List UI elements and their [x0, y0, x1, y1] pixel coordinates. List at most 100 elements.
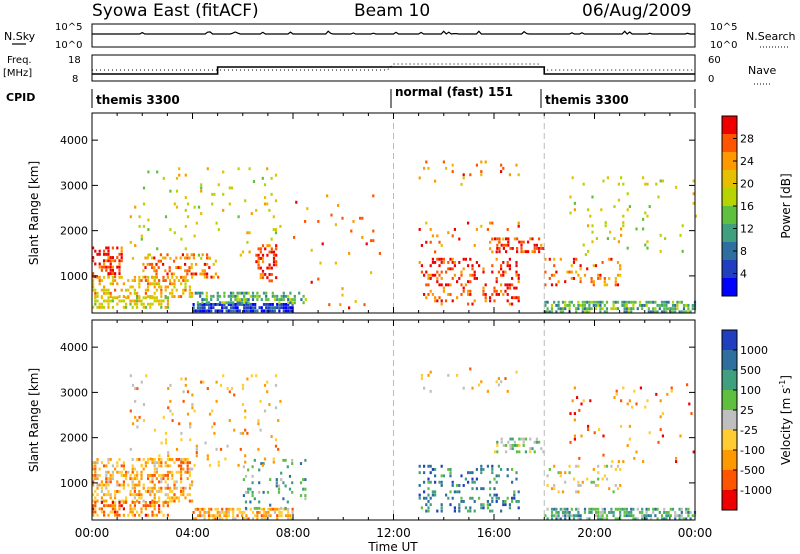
- data-cell: [559, 517, 562, 521]
- data-cell: [244, 474, 248, 478]
- data-cell: [491, 468, 494, 471]
- data-cell: [626, 208, 629, 212]
- data-cell: [136, 387, 139, 390]
- data-cell: [94, 474, 97, 477]
- data-cell: [158, 458, 161, 461]
- data-cell: [151, 513, 154, 517]
- data-cell: [597, 300, 600, 304]
- data-cell: [575, 310, 578, 314]
- data-cell: [186, 470, 189, 474]
- data-cell: [203, 298, 206, 301]
- data-cell: [350, 229, 353, 233]
- data-cell: [96, 252, 99, 256]
- data-cell: [614, 307, 617, 311]
- data-cell: [184, 275, 187, 279]
- data-cell: [559, 507, 562, 511]
- data-cell: [111, 501, 114, 504]
- data-cell: [98, 474, 101, 477]
- data-cell: [682, 304, 686, 307]
- data-cell: [116, 256, 119, 259]
- data-cell: [212, 306, 215, 310]
- colorbar-band: [722, 170, 737, 189]
- data-cell: [256, 514, 259, 518]
- data-cell: [147, 285, 150, 289]
- data-cell: [516, 444, 519, 447]
- data-cell: [155, 296, 158, 300]
- data-cell: [131, 510, 134, 514]
- data-cell: [553, 484, 556, 487]
- data-cell: [246, 231, 249, 235]
- data-cell: [151, 490, 154, 493]
- data-cell: [670, 386, 673, 390]
- data-cell: [434, 468, 437, 471]
- data-cell: [600, 208, 603, 212]
- colorbar-tick-label: 20: [740, 178, 754, 191]
- data-cell: [193, 463, 196, 467]
- data-cell: [630, 310, 633, 314]
- data-cell: [277, 419, 280, 422]
- data-cell: [168, 269, 171, 273]
- data-cell: [506, 261, 509, 264]
- data-cell: [660, 514, 664, 518]
- data-cell: [569, 211, 572, 215]
- data-cell: [489, 221, 492, 225]
- data-cell: [663, 310, 666, 314]
- data-cell: [436, 280, 439, 284]
- data-cell: [425, 160, 428, 164]
- data-cell: [166, 496, 169, 500]
- data-cell: [289, 301, 292, 305]
- cpid-segment-3: themis 3300: [545, 93, 629, 107]
- data-cell: [515, 264, 518, 268]
- data-cell: [438, 257, 441, 261]
- data-cell: [214, 517, 217, 521]
- data-cell: [140, 380, 143, 384]
- data-cell: [578, 456, 581, 460]
- data-cell: [553, 264, 556, 268]
- data-cell: [182, 467, 185, 471]
- data-cell: [280, 294, 283, 298]
- data-cell: [153, 275, 156, 279]
- data-cell: [103, 305, 106, 309]
- data-cell: [617, 182, 620, 186]
- data-cell: [236, 294, 239, 298]
- data-cell: [619, 267, 622, 271]
- data-cell: [588, 310, 591, 314]
- data-cell: [109, 256, 112, 259]
- data-cell: [188, 499, 191, 503]
- data-cell: [478, 496, 481, 500]
- data-cell: [175, 480, 178, 484]
- freq-tick-bottom: 8: [72, 74, 78, 85]
- data-cell: [255, 253, 258, 257]
- data-cell: [257, 422, 260, 426]
- data-cell: [127, 296, 130, 300]
- data-cell: [155, 461, 158, 465]
- data-cell: [140, 510, 143, 514]
- data-cell: [572, 304, 576, 307]
- data-cell: [354, 300, 357, 303]
- data-cell: [500, 273, 503, 277]
- data-cell: [162, 501, 165, 504]
- data-cell: [182, 279, 185, 282]
- data-cell: [237, 215, 240, 219]
- data-cell: [623, 310, 626, 314]
- data-cell: [287, 303, 290, 306]
- data-cell: [370, 239, 373, 243]
- data-cell: [219, 447, 223, 451]
- data-cell: [458, 261, 461, 264]
- data-cell: [613, 396, 616, 399]
- data-cell: [173, 282, 176, 286]
- data-cell: [489, 487, 492, 491]
- data-cell: [149, 480, 152, 484]
- data-cell: [207, 507, 211, 511]
- data-cell: [559, 257, 562, 261]
- data-cell: [191, 467, 194, 471]
- data-cell: [531, 250, 534, 254]
- data-cell: [191, 295, 194, 298]
- data-cell: [100, 305, 103, 309]
- data-cell: [594, 514, 598, 518]
- data-cell: [103, 262, 106, 266]
- data-cell: [564, 507, 567, 511]
- data-cell: [100, 490, 103, 493]
